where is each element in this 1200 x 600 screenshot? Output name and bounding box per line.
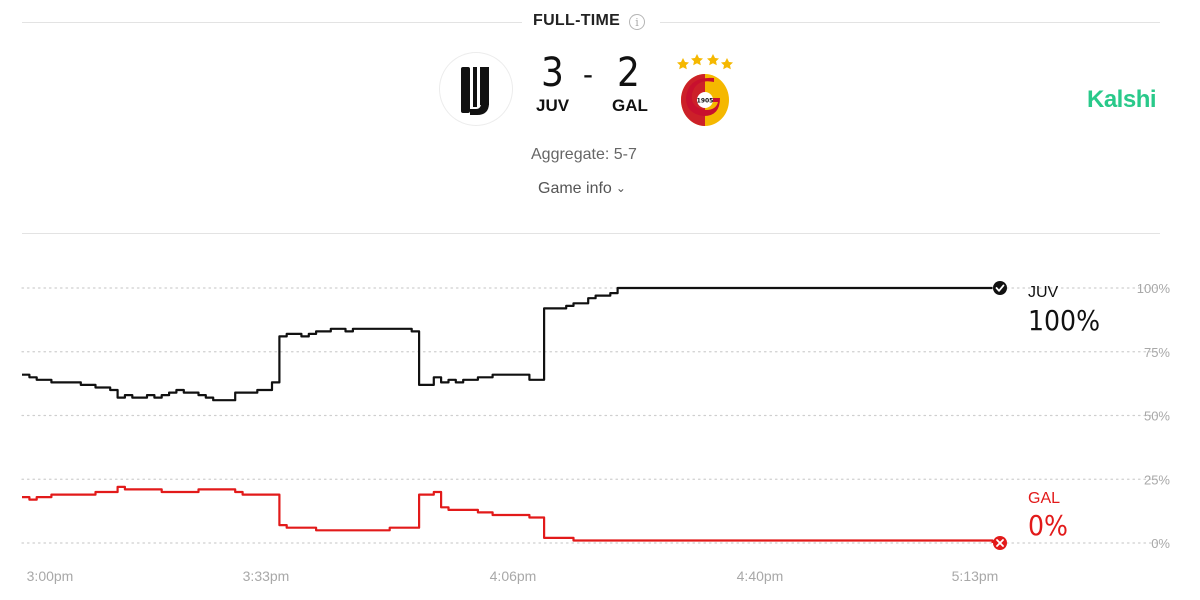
series-name-gal: GAL [1028,490,1060,507]
game-info-toggle[interactable]: Game info ⌄ [538,180,626,198]
juventus-crest-icon [440,53,512,125]
check-mark [995,284,1005,292]
series-value-juv: 100% [1028,304,1100,337]
chevron-down-icon: ⌄ [615,181,626,195]
brand-logo[interactable]: Kalshi [1087,86,1157,113]
header-rule-right [660,22,1160,23]
y-tick-label: 100% [1137,281,1171,296]
galatasaray-crest-icon: 1905 [672,52,738,128]
series-line-gal [22,485,994,543]
home-score: 3 [541,50,564,96]
y-tick-label: 50% [1144,409,1170,424]
series-line-juv [22,286,993,402]
section-divider [22,233,1160,234]
aggregate-score: Aggregate: 5-7 [531,146,637,163]
y-tick-label: 75% [1144,345,1170,360]
y-tick-label: 0% [1151,536,1170,551]
crest-year: 1905 [697,98,714,105]
x-tick-label: 5:13pm [952,568,999,584]
away-team-abbr: GAL [612,96,648,115]
x-tick-label: 4:40pm [737,568,784,584]
cross-mark [996,539,1004,547]
x-tick-label: 3:33pm [243,568,290,584]
check-icon [993,281,1007,295]
x-tick-label: 3:00pm [27,568,74,584]
x-tick-label: 4:06pm [490,568,537,584]
series-value-gal: 0% [1028,509,1068,542]
y-tick-label: 25% [1144,472,1170,487]
away-score: 2 [617,50,640,96]
home-team-abbr: JUV [536,96,570,115]
score-separator: - [583,58,593,91]
series-name-juv: JUV [1028,284,1059,301]
match-status: FULL-TIME [533,12,621,29]
game-info-label: Game info [538,180,612,197]
header-rule-left [22,22,522,23]
info-icon[interactable]: i [629,14,645,30]
